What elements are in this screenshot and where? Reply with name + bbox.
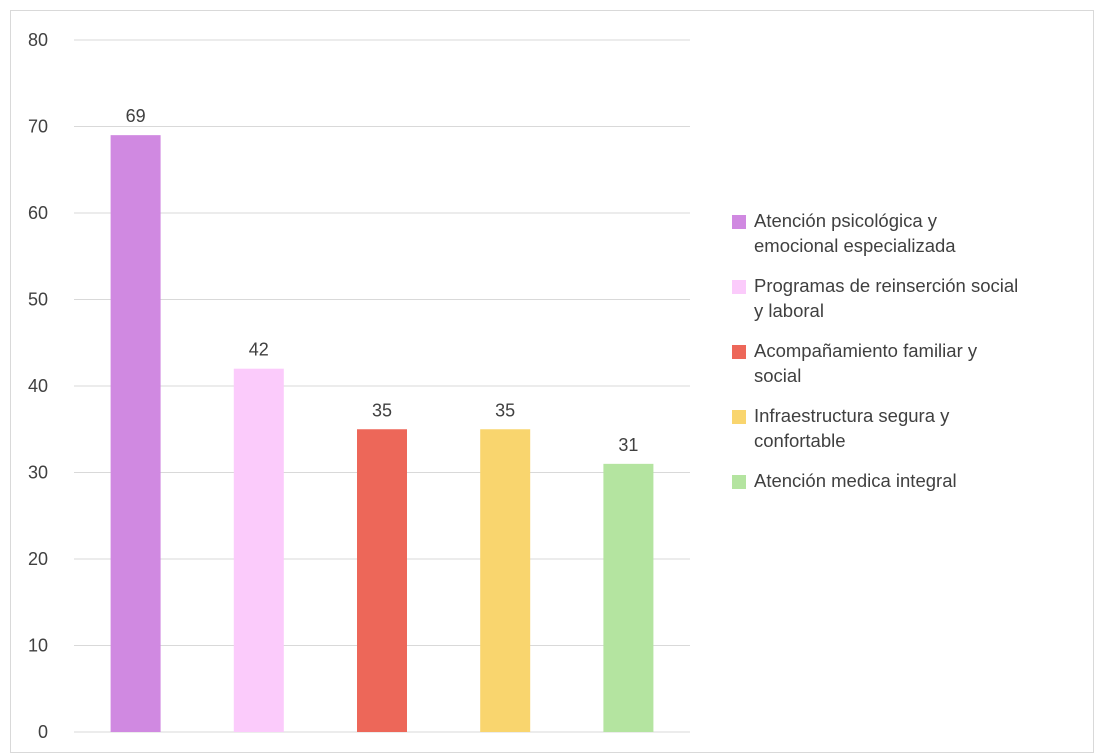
bar — [233, 368, 284, 732]
legend-label-continued: emocional especializada — [754, 235, 956, 256]
legend: Atención psicológica y emocional especial… — [732, 208, 1092, 508]
legend-item: Atención psicológica y emocional especial… — [732, 208, 1092, 258]
y-tick-label: 10 — [28, 636, 48, 656]
legend-swatch — [732, 280, 746, 294]
chart-frame — [10, 10, 1094, 753]
data-label: 35 — [372, 400, 392, 420]
bar — [357, 429, 407, 732]
legend-label: Atención psicológica y — [754, 210, 938, 231]
data-label: 35 — [495, 400, 515, 420]
y-tick-label: 20 — [28, 549, 48, 569]
legend-label-continued: confortable — [754, 430, 846, 451]
legend-item: Acompañamiento familiar y social — [732, 338, 1092, 388]
legend-item: Infraestructura segura y confortable — [732, 403, 1092, 453]
data-labels: 69 42 35 35 31 — [126, 106, 639, 455]
legend-swatch — [732, 215, 746, 229]
legend-item: Atención medica integral — [732, 468, 1092, 493]
y-tick-label: 80 — [28, 30, 48, 50]
y-tick-label: 50 — [28, 290, 48, 310]
bar — [110, 135, 161, 732]
legend-swatch — [732, 345, 746, 359]
legend-label-continued: social — [754, 365, 802, 386]
y-tick-label: 40 — [28, 376, 48, 396]
data-label: 69 — [126, 106, 146, 126]
legend-label: Acompañamiento familiar y — [754, 340, 978, 361]
y-tick-label: 30 — [28, 463, 48, 483]
y-tick-label: 0 — [38, 722, 48, 742]
bars — [110, 135, 654, 732]
legend-item: Programas de reinserción social y laboral — [732, 273, 1092, 323]
legend-label: Infraestructura segura y — [754, 405, 950, 426]
bar — [480, 429, 531, 732]
legend-label-continued: y laboral — [754, 300, 824, 321]
data-label: 31 — [618, 435, 638, 455]
bar — [603, 463, 654, 732]
y-tick-label: 60 — [28, 203, 48, 223]
y-tick-label: 70 — [28, 117, 48, 137]
legend-swatch — [732, 410, 746, 424]
legend-swatch — [732, 475, 746, 489]
gridlines — [74, 39, 690, 733]
legend-label: Atención medica integral — [754, 470, 957, 491]
y-axis-ticks: 0 10 20 30 40 50 60 70 80 — [28, 30, 48, 742]
legend-label: Programas de reinserción social — [754, 275, 1019, 296]
data-label: 42 — [249, 340, 269, 360]
